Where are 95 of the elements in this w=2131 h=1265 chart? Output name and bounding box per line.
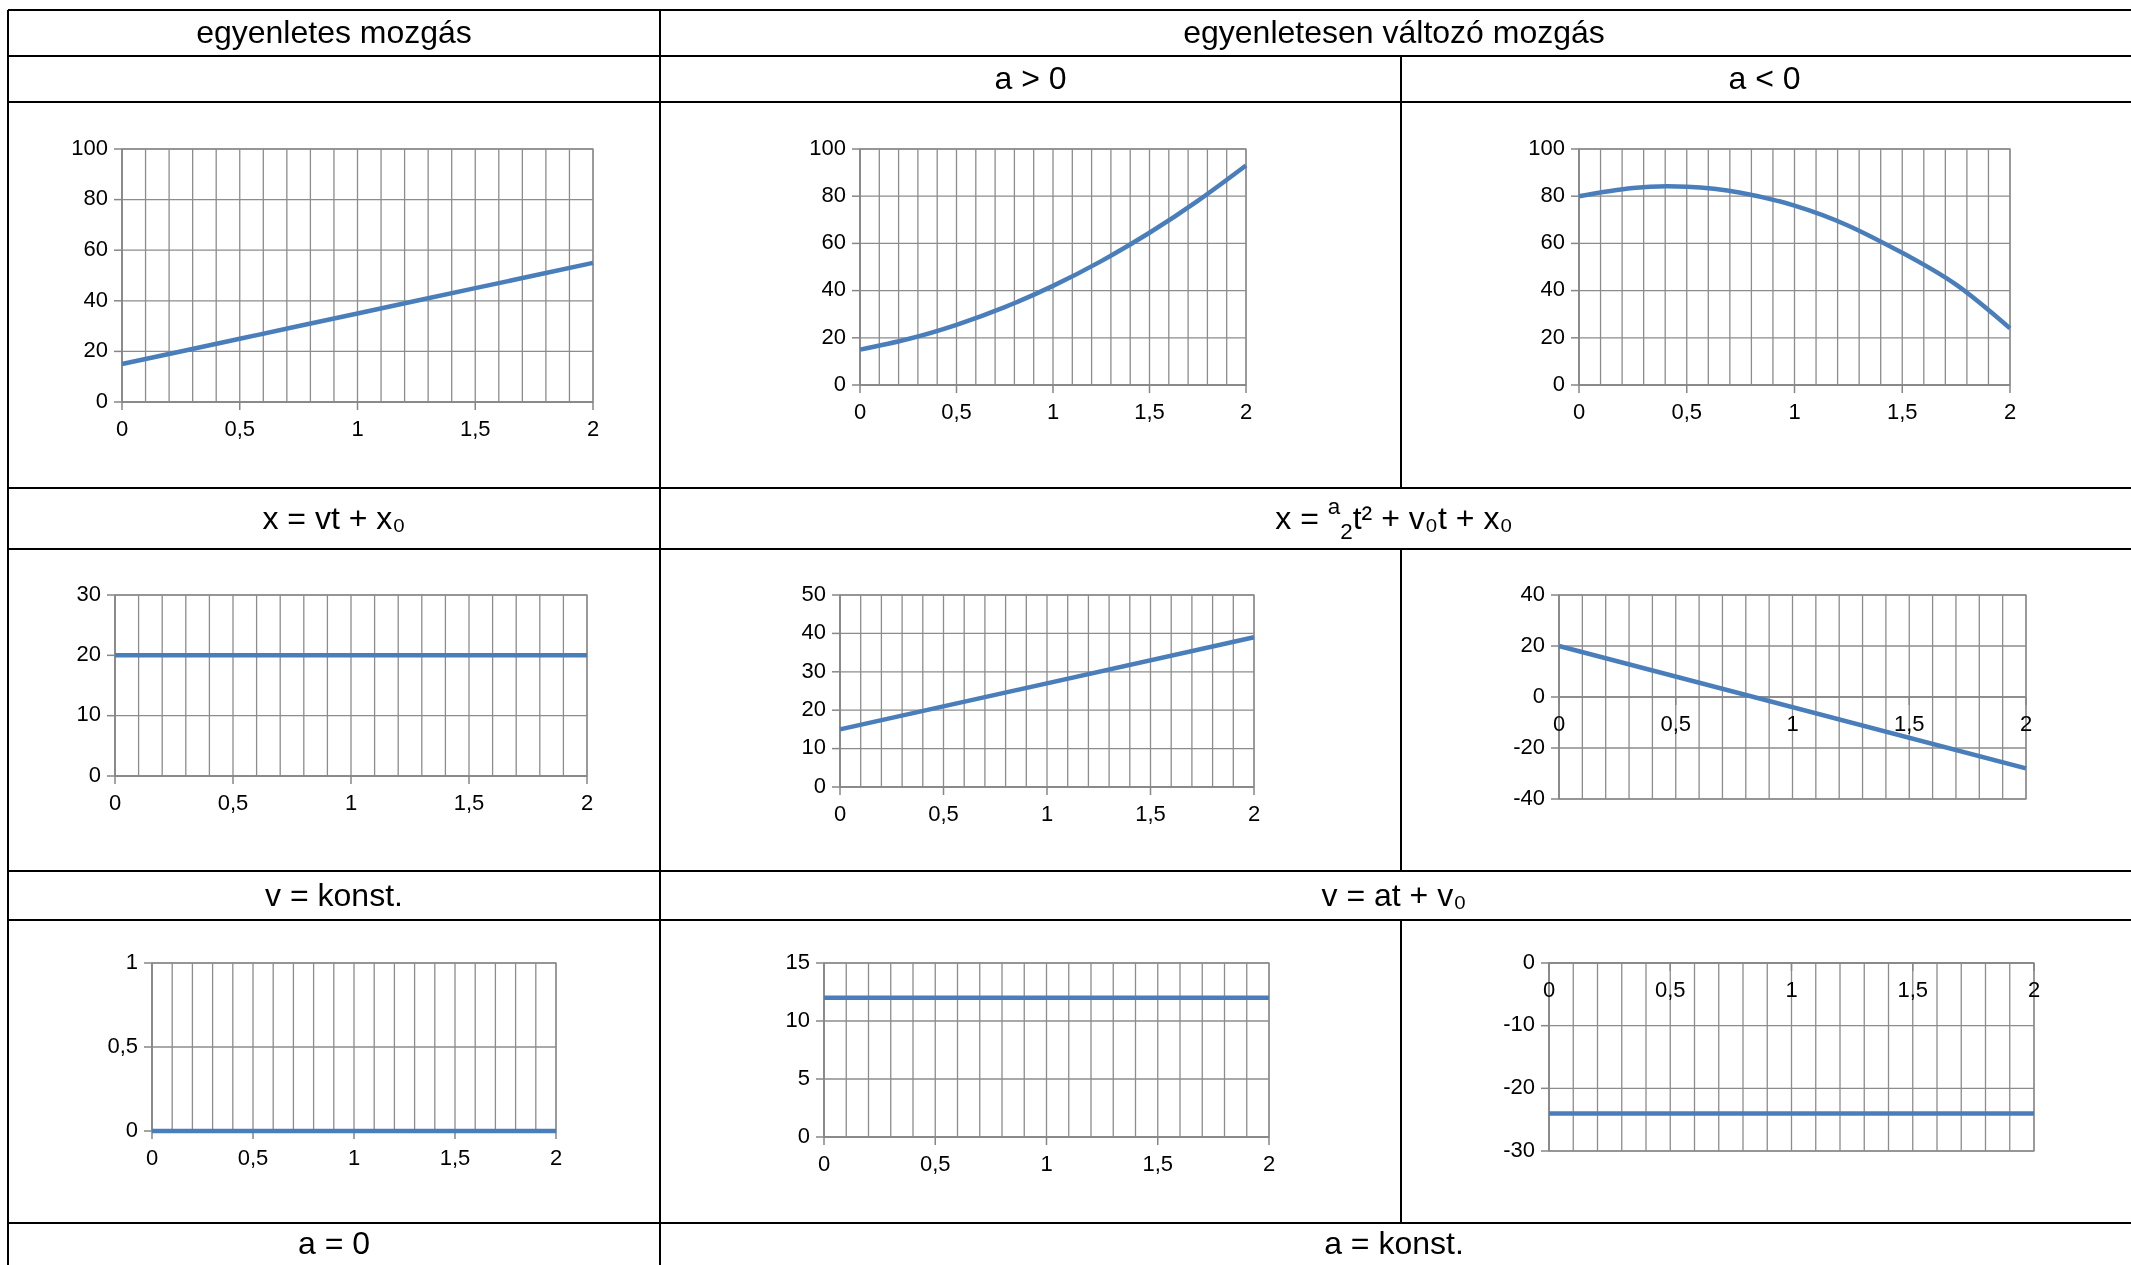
x-tick-label: 0,5	[1654, 976, 1686, 1002]
x-tick-label: 1	[1040, 800, 1054, 826]
y-tick-label: -20	[1503, 1074, 1535, 1100]
x-tick-label: 1	[344, 789, 358, 815]
x-tick-label: 1,5	[1893, 710, 1925, 736]
y-tick-label: 10	[785, 1006, 810, 1032]
y-tick-label: 0,5	[107, 1032, 138, 1058]
y-tick-label: -40	[1513, 784, 1545, 810]
chart-title: egyenletes mozgás	[196, 14, 472, 51]
x-tick-label: 0	[145, 1144, 159, 1170]
y-tick-label: 80	[1540, 182, 1565, 208]
x-tick-label: 0,5	[919, 1150, 951, 1176]
y-tick-label: -30	[1503, 1136, 1535, 1162]
y-tick-label: 0	[1552, 370, 1565, 396]
y-tick-label: 0	[797, 1122, 810, 1148]
y-tick-label: 100	[809, 134, 846, 160]
x-tick-label: 1	[1786, 710, 1799, 736]
x-tick-label: 1	[1785, 976, 1798, 1002]
line-series	[119, 260, 596, 367]
x-tick-label: 1,5	[453, 789, 485, 815]
text: a = konst.	[1324, 1225, 1464, 1262]
y-tick-label: -20	[1513, 733, 1545, 759]
text: x = $^{a}$$_{2}$t² + v₀t + x₀	[1275, 493, 1513, 544]
x-tick-label: 1	[1046, 398, 1060, 424]
chart-title: a < 0	[1728, 60, 1801, 97]
y-tick-label: 0	[1532, 682, 1545, 708]
x-tick-label: 2	[549, 1144, 563, 1170]
y-tick-label: 0	[1522, 948, 1535, 974]
text: v = konst.	[265, 876, 403, 913]
chart-title: a > 0	[994, 60, 1067, 97]
y-tick-label: 20	[83, 337, 108, 363]
y-tick-label: 60	[821, 229, 846, 255]
y-tick-label: 1	[125, 948, 138, 974]
y-tick-label: 60	[1540, 229, 1565, 255]
y-tick-label: 30	[76, 580, 101, 606]
text: v = at + v₀	[1321, 876, 1467, 913]
x-tick-label: 0,5	[217, 789, 249, 815]
y-tick-label: 50	[801, 580, 826, 606]
y-tick-label: 10	[801, 734, 826, 760]
y-tick-label: 40	[801, 619, 826, 645]
x-tick-label: 2	[2027, 976, 2041, 1002]
line-series	[1576, 184, 2013, 331]
y-tick-label: 30	[801, 657, 826, 683]
x-tick-label: 0,5	[237, 1144, 269, 1170]
x-tick-label: 2	[1239, 398, 1253, 424]
y-tick-label: 20	[76, 641, 101, 667]
y-tick-label: 20	[1540, 323, 1565, 349]
y-tick-label: 0	[813, 772, 826, 798]
line-series	[857, 163, 1249, 352]
x-tick-label: 1	[1788, 398, 1801, 424]
y-tick-label: 20	[1520, 631, 1545, 657]
y-tick-label: 60	[83, 236, 108, 262]
y-tick-label: 100	[71, 134, 108, 160]
x-tick-label: 1	[351, 415, 364, 441]
text: a = 0	[297, 1225, 371, 1262]
x-tick-label: 2	[586, 415, 600, 441]
x-tick-label: 2	[1262, 1150, 1276, 1176]
x-tick-label: 2	[2003, 398, 2017, 424]
x-tick-label: 1,5	[1897, 976, 1929, 1002]
x-tick-label: 1	[347, 1144, 361, 1170]
x-tick-label: 2	[1247, 800, 1261, 826]
x-tick-label: 0,5	[1671, 398, 1703, 424]
y-tick-label: 5	[797, 1064, 810, 1090]
x-tick-label: 1	[1040, 1150, 1053, 1176]
y-tick-label: 100	[1528, 134, 1565, 160]
x-tick-label: 1,5	[1135, 800, 1166, 826]
x-tick-label: 1,5	[439, 1144, 471, 1170]
x-tick-label: 0	[853, 398, 867, 424]
x-tick-label: 0,5	[1660, 710, 1692, 736]
x-tick-label: 2	[2019, 710, 2033, 736]
x-tick-label: 0,5	[941, 398, 972, 424]
y-tick-label: 40	[83, 286, 108, 312]
y-tick-label: 40	[1540, 276, 1565, 302]
x-tick-label: 1,5	[1886, 398, 1918, 424]
text: x = vt + x₀	[262, 499, 406, 536]
x-tick-label: 1,5	[459, 415, 491, 441]
x-tick-label: 0,5	[928, 800, 959, 826]
y-tick-label: 15	[785, 948, 810, 974]
y-tick-label: 20	[801, 696, 826, 722]
x-tick-label: 2	[580, 789, 594, 815]
y-tick-label: 20	[821, 323, 846, 349]
x-tick-label: 0,5	[224, 415, 256, 441]
x-tick-label: 0	[1572, 398, 1586, 424]
y-tick-label: 80	[83, 185, 108, 211]
y-tick-label: 0	[125, 1116, 138, 1142]
y-tick-label: 40	[821, 276, 846, 302]
y-tick-label: 80	[821, 182, 846, 208]
y-tick-label: 0	[88, 761, 101, 787]
y-tick-label: 10	[76, 701, 101, 727]
y-tick-label: 0	[833, 370, 846, 396]
text: egyenletesen változó mozgás	[1183, 14, 1605, 51]
y-tick-label: -10	[1503, 1011, 1535, 1037]
x-tick-label: 1,5	[1134, 398, 1165, 424]
x-tick-label: 1,5	[1142, 1150, 1174, 1176]
y-tick-label: 40	[1520, 580, 1545, 606]
